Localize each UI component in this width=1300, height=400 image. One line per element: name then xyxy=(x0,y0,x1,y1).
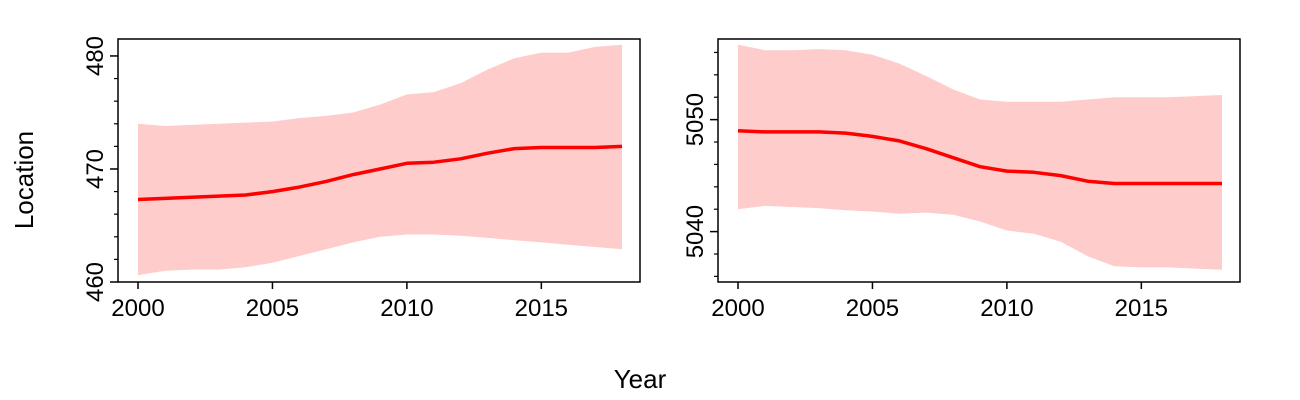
x-tick-label: 2005 xyxy=(246,295,299,322)
y-tick-label: 470 xyxy=(82,149,109,189)
confidence-band xyxy=(738,44,1222,270)
left-panel: 2000 2005 2010 2015 460 470 480 xyxy=(82,36,641,322)
confidence-band xyxy=(138,44,622,276)
y-axis-title: Location xyxy=(9,131,39,229)
x-tick-label: 2010 xyxy=(980,295,1033,322)
series-line xyxy=(137,144,623,202)
x-tick-label: 2010 xyxy=(380,295,433,322)
y-tick-label: 5050 xyxy=(682,93,709,146)
x-axis-title: Year xyxy=(614,364,667,394)
x-tick-label: 2000 xyxy=(711,295,764,322)
x-tick-label: 2015 xyxy=(515,295,568,322)
plot-frame xyxy=(117,38,641,283)
plot-frame xyxy=(717,38,1241,283)
y-tick-label: 5040 xyxy=(682,205,709,258)
series-line xyxy=(737,129,1222,186)
y-tick-label: 460 xyxy=(82,262,109,302)
right-panel: 2000 2005 2010 2015 5040 5050 xyxy=(682,38,1241,322)
x-tick-label: 2015 xyxy=(1115,295,1168,322)
x-tick-label: 2005 xyxy=(846,295,899,322)
x-tick-label: 2000 xyxy=(111,295,164,322)
y-tick-label: 480 xyxy=(82,36,109,76)
